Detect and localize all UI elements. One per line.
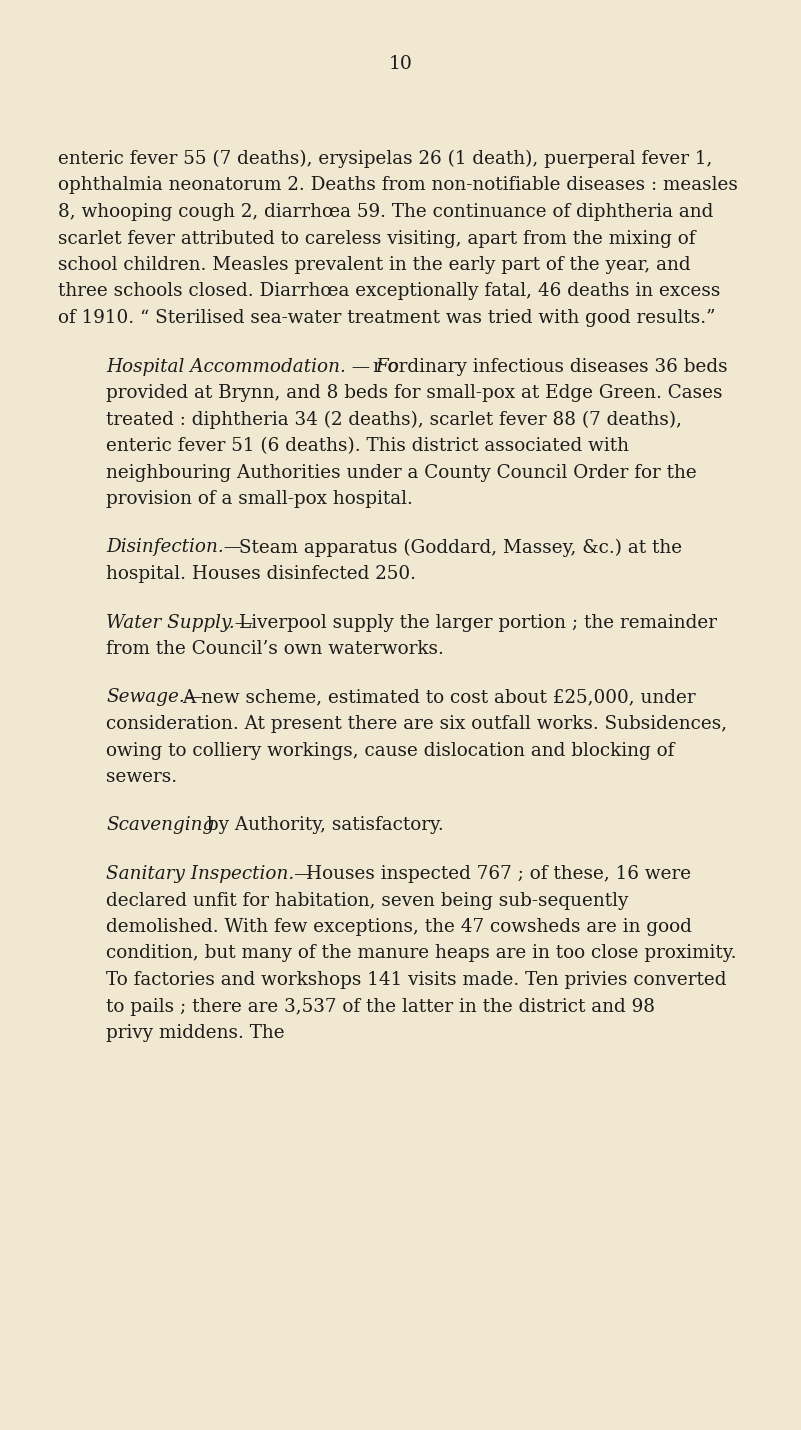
Text: A new scheme, estimated to cost about £25,000, under: A new scheme, estimated to cost about £2… [183,688,696,706]
Text: condition, but many of the manure heaps are in too close proximity.: condition, but many of the manure heaps … [106,944,736,962]
Text: from the Council’s own waterworks.: from the Council’s own waterworks. [106,641,444,658]
Text: To factories and workshops 141 visits made. Ten privies converted: To factories and workshops 141 visits ma… [106,971,727,990]
Text: demolished. With few exceptions, the 47 cowsheds are in good: demolished. With few exceptions, the 47 … [106,918,692,937]
Text: Sanitary Inspection.—: Sanitary Inspection.— [106,865,312,882]
Text: three schools closed. Diarrhœa exceptionally fatal, 46 deaths in excess: three schools closed. Diarrhœa exception… [58,283,720,300]
Text: enteric fever 55 (7 deaths), erysipelas 26 (1 death), puerperal fever 1,: enteric fever 55 (7 deaths), erysipelas … [58,150,712,169]
Text: school children. Measles prevalent in the early part of the year, and: school children. Measles prevalent in th… [58,256,690,275]
Text: provided at Brynn, and 8 beds for small-pox at Edge Green. Cases: provided at Brynn, and 8 beds for small-… [106,385,723,402]
Text: sewers.: sewers. [106,768,177,787]
Text: Hospital Accommodation. — Fo: Hospital Accommodation. — Fo [106,358,399,376]
Text: Steam apparatus (Goddard, Massey, &c.) at the: Steam apparatus (Goddard, Massey, &c.) a… [239,539,682,556]
Text: 8, whooping cough 2, diarrhœa 59. The continuance of diphtheria and: 8, whooping cough 2, diarrhœa 59. The co… [58,203,714,222]
Text: neighbouring Authorities under a County Council Order for the: neighbouring Authorities under a County … [106,463,697,482]
Text: Scavenging: Scavenging [106,817,214,835]
Text: scarlet fever attributed to careless visiting, apart from the mixing of: scarlet fever attributed to careless vis… [58,229,695,247]
Text: Houses inspected 767 ; of these, 16 were: Houses inspected 767 ; of these, 16 were [306,865,691,882]
Text: declared unfit for habitation, seven being sub-sequently: declared unfit for habitation, seven bei… [106,891,628,909]
Text: 10: 10 [388,54,413,73]
Text: Liverpool supply the larger portion ; the remainder: Liverpool supply the larger portion ; th… [239,613,718,632]
Text: to pails ; there are 3,537 of the latter in the district and 98: to pails ; there are 3,537 of the latter… [106,998,655,1015]
Text: Disinfection.—: Disinfection.— [106,539,242,556]
Text: enteric fever 51 (6 deaths). This district associated with: enteric fever 51 (6 deaths). This distri… [106,438,629,455]
Text: privy middens. The: privy middens. The [106,1024,284,1042]
Text: provision of a small-pox hospital.: provision of a small-pox hospital. [106,490,413,508]
Text: Water Supply.—: Water Supply.— [106,613,253,632]
Text: r ordinary infectious diseases 36 beds: r ordinary infectious diseases 36 beds [373,358,727,376]
Text: treated : diphtheria 34 (2 deaths), scarlet fever 88 (7 deaths),: treated : diphtheria 34 (2 deaths), scar… [106,410,682,429]
Text: by Authority, satisfactory.: by Authority, satisfactory. [201,817,444,835]
Text: of 1910. “ Sterilised sea-water treatment was tried with good results.”: of 1910. “ Sterilised sea-water treatmen… [58,309,715,327]
Text: ophthalmia neonatorum 2. Deaths from non-notifiable diseases : measles: ophthalmia neonatorum 2. Deaths from non… [58,176,738,194]
Text: Sewage.—: Sewage.— [106,688,203,706]
Text: hospital. Houses disinfected 250.: hospital. Houses disinfected 250. [106,565,416,583]
Text: owing to colliery workings, cause dislocation and blocking of: owing to colliery workings, cause disloc… [106,742,674,759]
Text: consideration. At present there are six outfall works. Subsidences,: consideration. At present there are six … [106,715,727,734]
